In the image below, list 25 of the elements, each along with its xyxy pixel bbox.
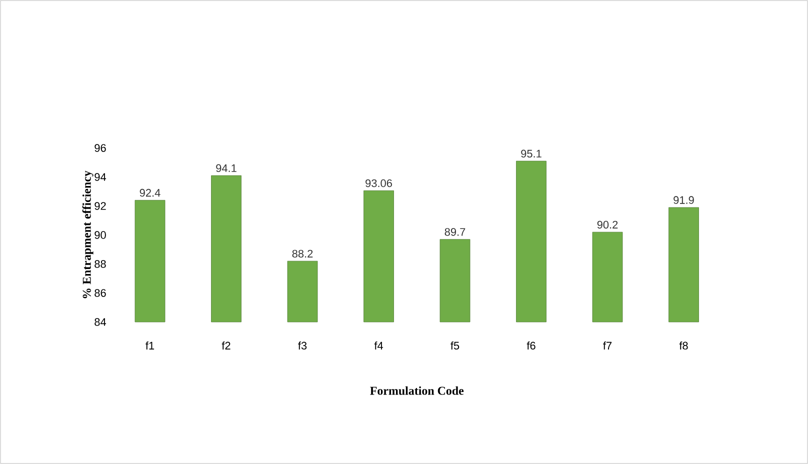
y-tick-label: 94 xyxy=(94,173,106,181)
data-label: 95.1 xyxy=(521,150,542,158)
y-tick-label: 88 xyxy=(94,260,106,268)
data-label: 90.2 xyxy=(597,220,618,229)
y-tick-label: 84 xyxy=(94,318,106,326)
x-axis-title: Formulation Code xyxy=(370,386,464,395)
x-tick-label: f7 xyxy=(603,342,612,350)
x-tick-label: f5 xyxy=(450,342,460,350)
data-label: 92.4 xyxy=(140,188,160,197)
y-axis-title: % Entrapment efficiency xyxy=(82,170,94,298)
data-label: 93.06 xyxy=(366,179,392,188)
data-label: 88.2 xyxy=(292,250,313,258)
y-tick-label: 92 xyxy=(94,202,106,210)
data-label: 94.1 xyxy=(216,164,236,172)
y-tick-label: 90 xyxy=(94,231,106,239)
x-tick-label: f6 xyxy=(526,342,536,350)
y-tick-label: 96 xyxy=(94,144,106,152)
x-tick-label: f8 xyxy=(679,342,688,350)
data-label: 89.7 xyxy=(444,228,466,236)
x-tick-label: f1 xyxy=(146,342,154,350)
x-tick-label: f2 xyxy=(222,342,230,350)
data-label: 91.9 xyxy=(674,196,694,204)
x-tick-label: f3 xyxy=(298,342,307,350)
x-tick-label: f4 xyxy=(374,342,383,350)
y-tick-label: 86 xyxy=(94,289,106,297)
